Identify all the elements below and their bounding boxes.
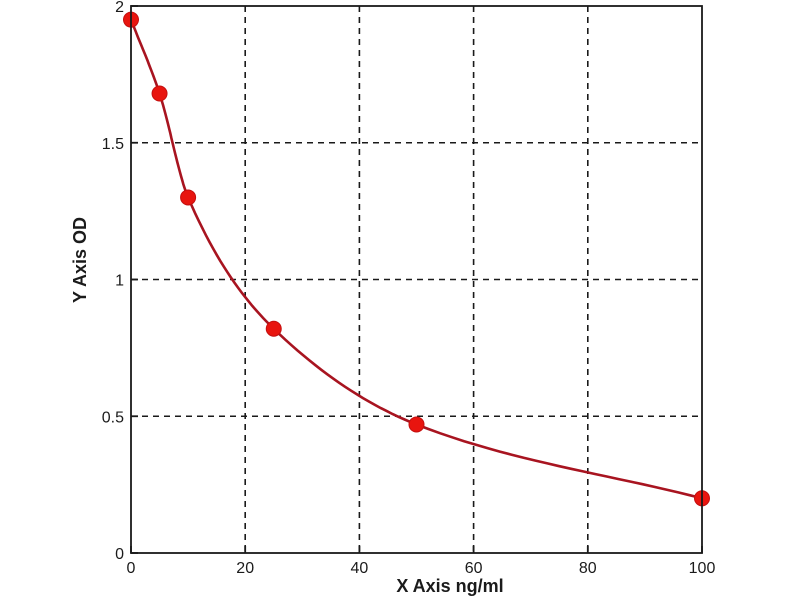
y-axis-title: Y Axis OD <box>70 217 90 303</box>
gridlines <box>131 6 702 553</box>
axis-tick-labels: 0 20 40 60 80 100 0 0.5 1 1.5 2 <box>102 0 716 577</box>
data-point <box>151 85 168 102</box>
standard-curve-line <box>129 19 703 500</box>
axis-tick-marks <box>130 5 703 554</box>
x-tick-label-100: 100 <box>689 560 716 577</box>
x-tick-label-60: 60 <box>465 560 483 577</box>
data-points <box>123 11 710 507</box>
x-tick-label-0: 0 <box>127 560 136 577</box>
data-point <box>265 320 282 337</box>
x-tick-label-20: 20 <box>236 560 254 577</box>
y-tick-label-2: 2 <box>115 0 124 16</box>
data-point <box>408 416 425 433</box>
x-axis-title: X Axis ng/ml <box>396 576 503 596</box>
y-tick-label-0.5: 0.5 <box>102 409 124 426</box>
x-tick-label-40: 40 <box>351 560 369 577</box>
y-tick-label-0: 0 <box>115 546 124 563</box>
y-tick-label-1: 1 <box>115 273 124 290</box>
data-point <box>180 189 197 206</box>
y-tick-label-1.5: 1.5 <box>102 136 124 153</box>
x-tick-label-80: 80 <box>579 560 597 577</box>
